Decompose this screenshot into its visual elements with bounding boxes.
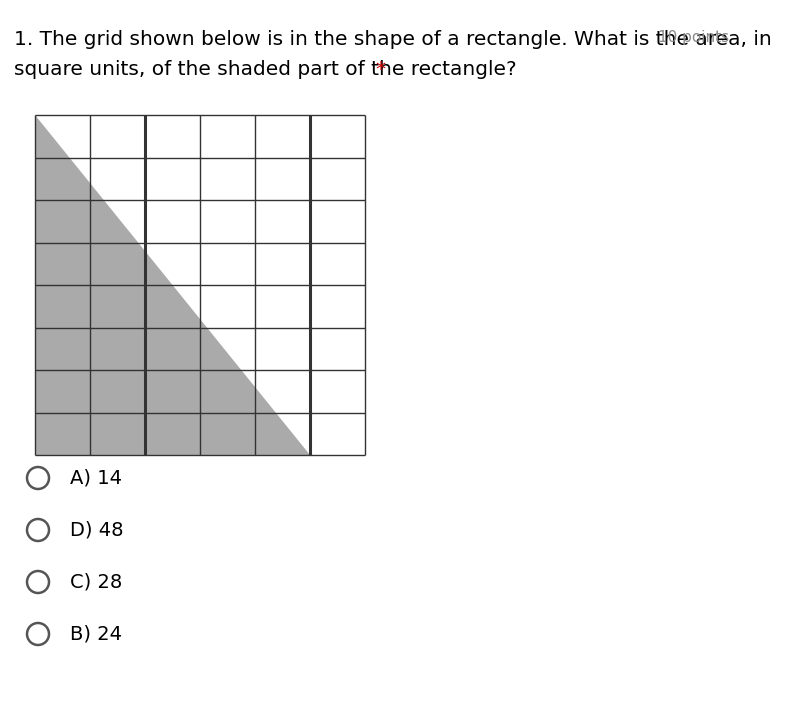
Text: *: * [375,60,385,79]
Polygon shape [35,115,310,455]
Text: 10 points: 10 points [658,30,729,45]
Text: A) 14: A) 14 [70,469,122,488]
Text: C) 28: C) 28 [70,573,122,591]
Text: 1. The grid shown below is in the shape of a rectangle. What is the area, in: 1. The grid shown below is in the shape … [14,30,772,49]
Text: B) 24: B) 24 [70,624,122,644]
Text: D) 48: D) 48 [70,520,123,539]
Text: square units, of the shaded part of the rectangle?: square units, of the shaded part of the … [14,60,523,79]
